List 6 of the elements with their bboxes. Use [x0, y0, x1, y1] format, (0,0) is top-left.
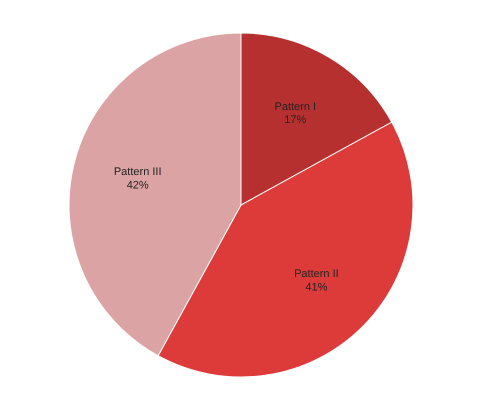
data-label: 42% [126, 179, 149, 192]
data-label: 17% [284, 114, 307, 126]
data-label: 41% [305, 281, 328, 294]
slice-label: Pattern III [114, 166, 162, 178]
slice-label: Pattern I [274, 100, 316, 113]
slice-label: Pattern II [294, 268, 339, 280]
